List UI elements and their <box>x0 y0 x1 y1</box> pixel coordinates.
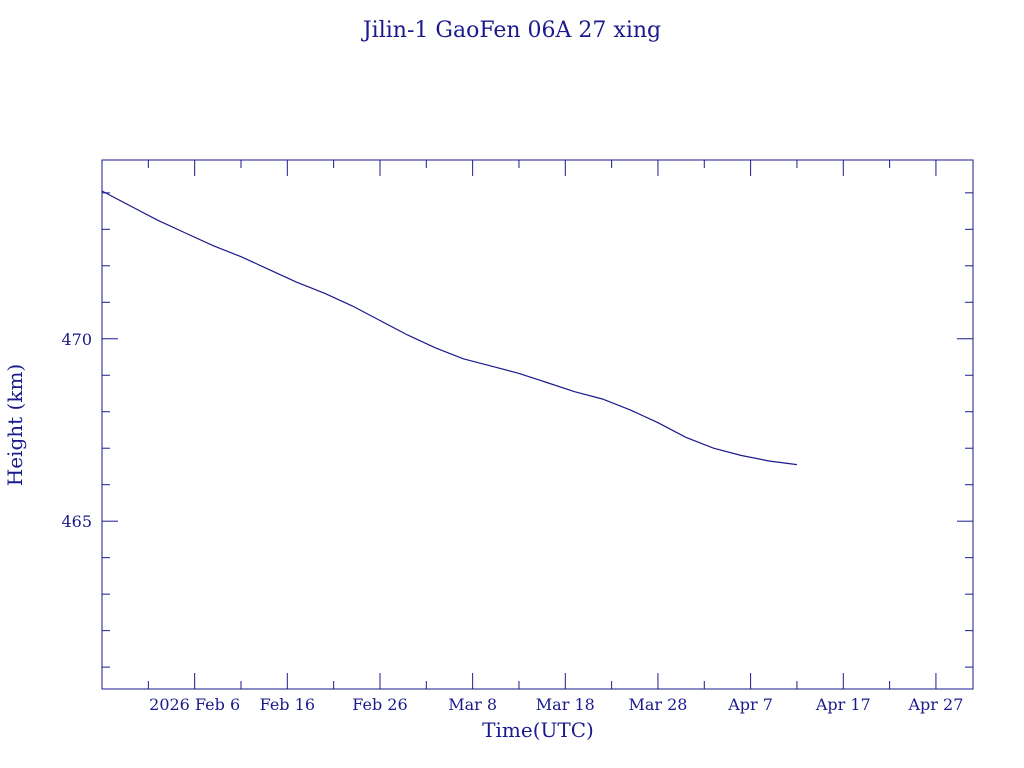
x-tick-label: Feb 16 <box>260 695 315 714</box>
x-tick-label: 2026 Feb 6 <box>149 695 240 714</box>
x-tick-label: Mar 8 <box>448 695 497 714</box>
x-tick-label: Mar 28 <box>628 695 687 714</box>
chart-title: Jilin-1 GaoFen 06A 27 xing <box>361 18 661 43</box>
tick-marks <box>102 160 973 689</box>
series-line-height <box>101 190 797 466</box>
x-tick-label: Apr 27 <box>907 695 963 714</box>
x-tick-label: Apr 17 <box>815 695 871 714</box>
x-axis-label: Time(UTC) <box>482 718 594 742</box>
x-tick-label: Mar 18 <box>536 695 595 714</box>
plot-frame <box>101 159 974 690</box>
x-tick-label: Feb 26 <box>352 695 407 714</box>
series-layer <box>101 190 797 466</box>
x-tick-label: Apr 7 <box>727 695 773 714</box>
y-axis-label: Height (km) <box>3 364 27 486</box>
tick-labels: 2026 Feb 6 Feb 16 Feb 26 Mar 8 Mar 18 Mar 28 A… <box>61 330 963 714</box>
y-tick-label: 470 <box>61 330 92 349</box>
y-tick-label: 465 <box>61 512 92 531</box>
